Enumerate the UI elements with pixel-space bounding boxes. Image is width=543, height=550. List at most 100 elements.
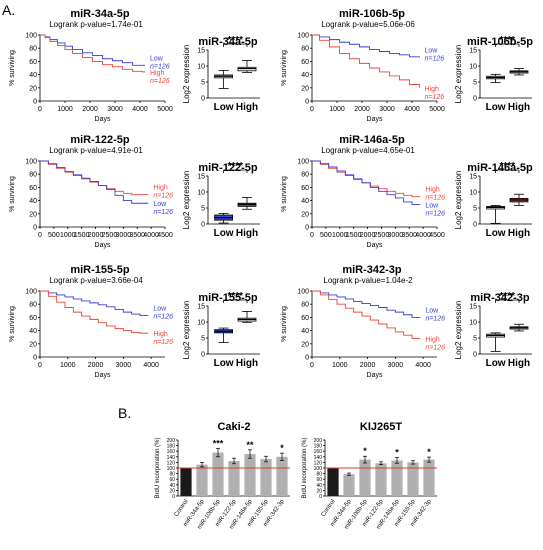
- km-x-tick-label: 3000: [107, 106, 123, 113]
- bar-significance: *: [395, 448, 399, 458]
- km-series-high: [40, 34, 145, 73]
- box-y-tick-label: 0: [201, 352, 205, 359]
- bar-y-tick-label: 60: [316, 477, 322, 483]
- box-y-tick-label: 15: [469, 48, 477, 55]
- km-x-tick-label: 1000: [60, 232, 76, 239]
- km-series-label: Low: [425, 47, 439, 54]
- km-x-tick-label: 2000: [88, 232, 104, 239]
- km-y-tick-label: 20: [301, 85, 309, 92]
- km-x-tick-label: 5000: [157, 106, 173, 113]
- km-x-tick-label: 2500: [374, 232, 390, 239]
- box-category-label: Low: [214, 228, 234, 239]
- box-title: miR-342-3p: [470, 292, 530, 304]
- box-y-tick-label: 10: [197, 320, 205, 327]
- km-series-low: [40, 290, 149, 316]
- bar: [260, 459, 272, 496]
- km-y-tick-label: 100: [25, 289, 37, 296]
- km-x-tick-label: 3000: [379, 106, 395, 113]
- bar: [180, 468, 192, 496]
- box-y-tick-label: 15: [469, 174, 477, 181]
- box-category-label: High: [236, 102, 258, 113]
- km-x-tick-label: 3500: [129, 232, 145, 239]
- km-x-tick-label: 1000: [332, 362, 348, 369]
- box-y-tick-label: 5: [473, 206, 477, 213]
- bar: [343, 474, 355, 496]
- bar-y-tick-label: 0: [172, 494, 175, 500]
- km-x-tick-label: 2000: [82, 106, 98, 113]
- km-series-high: [40, 160, 149, 196]
- bar: [375, 463, 387, 496]
- km-series-label: High: [425, 86, 440, 93]
- bar-y-tick-label: 20: [316, 488, 322, 494]
- box-category-label: High: [236, 228, 258, 239]
- box-category-label: High: [508, 102, 530, 113]
- km-x-tick-label: 4500: [157, 232, 173, 239]
- km-y-tick-label: 60: [301, 315, 309, 322]
- km-x-tick-label: 0: [38, 232, 42, 239]
- bar: [244, 454, 256, 496]
- km-x-tick-label: 4000: [404, 106, 420, 113]
- km-y-label: % surviving: [281, 50, 288, 86]
- km-y-tick-label: 0: [33, 99, 37, 106]
- box-y-tick-label: 10: [197, 64, 205, 71]
- bar-y-tick-label: 80: [316, 472, 322, 478]
- box-y-tick-label: 0: [473, 352, 477, 359]
- km-series-n-label: n=126: [425, 195, 445, 202]
- km-x-tick-label: 2000: [88, 362, 104, 369]
- km-title: miR-342-3p: [342, 264, 402, 276]
- panel-b-label: B.: [118, 405, 132, 421]
- significance-stars: ****: [228, 291, 244, 302]
- km-y-tick-label: 100: [25, 159, 37, 166]
- box-category-label: Low: [486, 102, 506, 113]
- km-y-tick-label: 60: [29, 185, 37, 192]
- km-y-tick-label: 60: [301, 59, 309, 66]
- bar: [228, 461, 240, 496]
- km-y-tick-label: 20: [29, 85, 37, 92]
- box-y-tick-label: 15: [469, 304, 477, 311]
- km-x-label: Days: [95, 372, 111, 379]
- km-x-tick-label: 1000: [332, 232, 348, 239]
- km-y-tick-label: 100: [297, 289, 309, 296]
- km-y-tick-label: 80: [301, 302, 309, 309]
- km-y-tick-label: 0: [305, 99, 309, 106]
- bar-title: KIJ265T: [360, 421, 402, 433]
- km-series-label: Low: [425, 307, 439, 314]
- bar-y-label: BrdU incorporation (%): [155, 437, 161, 498]
- significance-stars: ****: [500, 35, 516, 46]
- km-x-tick-label: 3500: [401, 232, 417, 239]
- km-series-n-label: n=126: [425, 94, 445, 101]
- km-x-tick-label: 4000: [415, 362, 431, 369]
- km-y-tick-label: 80: [29, 172, 37, 179]
- box-category-label: Low: [214, 102, 234, 113]
- bar-significance: ***: [213, 438, 224, 448]
- km-y-tick-label: 100: [25, 33, 37, 40]
- bar-significance: *: [363, 446, 367, 456]
- km-series-n-label: n=126: [425, 315, 445, 322]
- bar-y-tick-label: 100: [314, 466, 323, 472]
- box-y-tick-label: 10: [469, 190, 477, 197]
- km-series-label: Low: [425, 203, 439, 210]
- box-y-tick-label: 15: [197, 304, 205, 311]
- box-y-tick-label: 5: [473, 336, 477, 343]
- box-category-label: High: [508, 228, 530, 239]
- km-x-tick-label: 1500: [346, 232, 362, 239]
- box-y-label: Log2 expression: [454, 301, 463, 360]
- box-y-tick-label: 0: [201, 222, 205, 229]
- km-series-n-label: n=126: [425, 211, 445, 218]
- km-x-tick-label: 3000: [388, 232, 404, 239]
- km-x-tick-label: 0: [38, 362, 42, 369]
- significance-stars: ****: [228, 161, 244, 172]
- km-series-label: Low: [150, 55, 164, 62]
- box-category-label: High: [236, 358, 258, 369]
- bar: [212, 452, 224, 496]
- bar-y-tick-label: 40: [169, 483, 175, 489]
- km-x-tick-label: 1500: [74, 232, 90, 239]
- box-category-label: Low: [214, 358, 234, 369]
- km-series-label: High: [150, 70, 165, 77]
- km-series-label: Low: [153, 201, 167, 208]
- bar-y-tick-label: 120: [167, 460, 176, 466]
- km-y-tick-label: 60: [301, 185, 309, 192]
- bar-y-tick-label: 140: [314, 455, 323, 461]
- box-y-tick-label: 10: [469, 64, 477, 71]
- km-x-tick-label: 2000: [360, 232, 376, 239]
